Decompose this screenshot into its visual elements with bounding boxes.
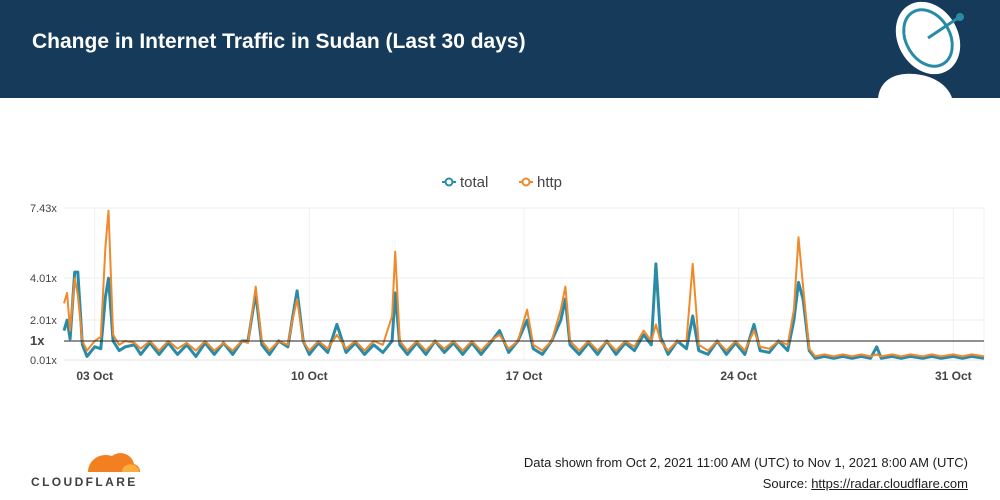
y-tick-label: 0.01x (30, 355, 57, 367)
date-range-text: Data shown from Oct 2, 2021 11:00 AM (UT… (523, 455, 968, 470)
header-banner: Change in Internet Traffic in Sudan (Las… (0, 0, 1000, 98)
source-line: Source: https://radar.cloudflare.com (524, 473, 968, 494)
x-tick-label: 10 Oct (291, 369, 328, 383)
source-label: Source: (762, 476, 812, 491)
x-tick-label: 31 Oct (935, 369, 972, 383)
y-tick-label: 7.43x (30, 203, 57, 215)
legend-marker-total (444, 177, 454, 187)
legend-marker-http (521, 177, 531, 187)
legend-label-http: http (537, 174, 562, 191)
y-tick-label: 4.01x (30, 273, 57, 285)
cloudflare-cloud-icon (88, 453, 140, 472)
legend-label-total: total (460, 174, 488, 191)
x-axis: 03 Oct 10 Oct 17 Oct 24 Oct 31 Oct (76, 369, 971, 383)
source-link[interactable]: https://radar.cloudflare.com (811, 476, 968, 491)
satellite-dish-icon (878, 1, 964, 98)
series-line-http (63, 209, 985, 358)
traffic-chart: total http 7.43x 4.01x 2.01x 1x 0.01x 03 Oct 1… (0, 160, 1000, 390)
chart-legend: total http (442, 174, 562, 191)
x-tick-label: 17 Oct (506, 369, 543, 383)
x-tick-label: 03 Oct (76, 369, 113, 383)
page-title: Change in Internet Traffic in Sudan (Las… (32, 30, 526, 53)
footer-note: Data shown from Oct 2, 2021 11:00 AM (UT… (524, 452, 968, 494)
line-chart: total http 7.43x 4.01x 2.01x 1x 0.01x 03 Oct 1… (30, 174, 985, 383)
x-tick-label: 24 Oct (720, 369, 757, 383)
chart-grid (64, 207, 985, 361)
y-axis: 7.43x 4.01x 2.01x 1x 0.01x (30, 203, 57, 367)
y-tick-label: 1x (30, 333, 45, 348)
chart-series (62, 209, 985, 360)
cloudflare-brand: CLOUDFLARE (31, 475, 138, 489)
y-tick-label: 2.01x (30, 315, 57, 327)
